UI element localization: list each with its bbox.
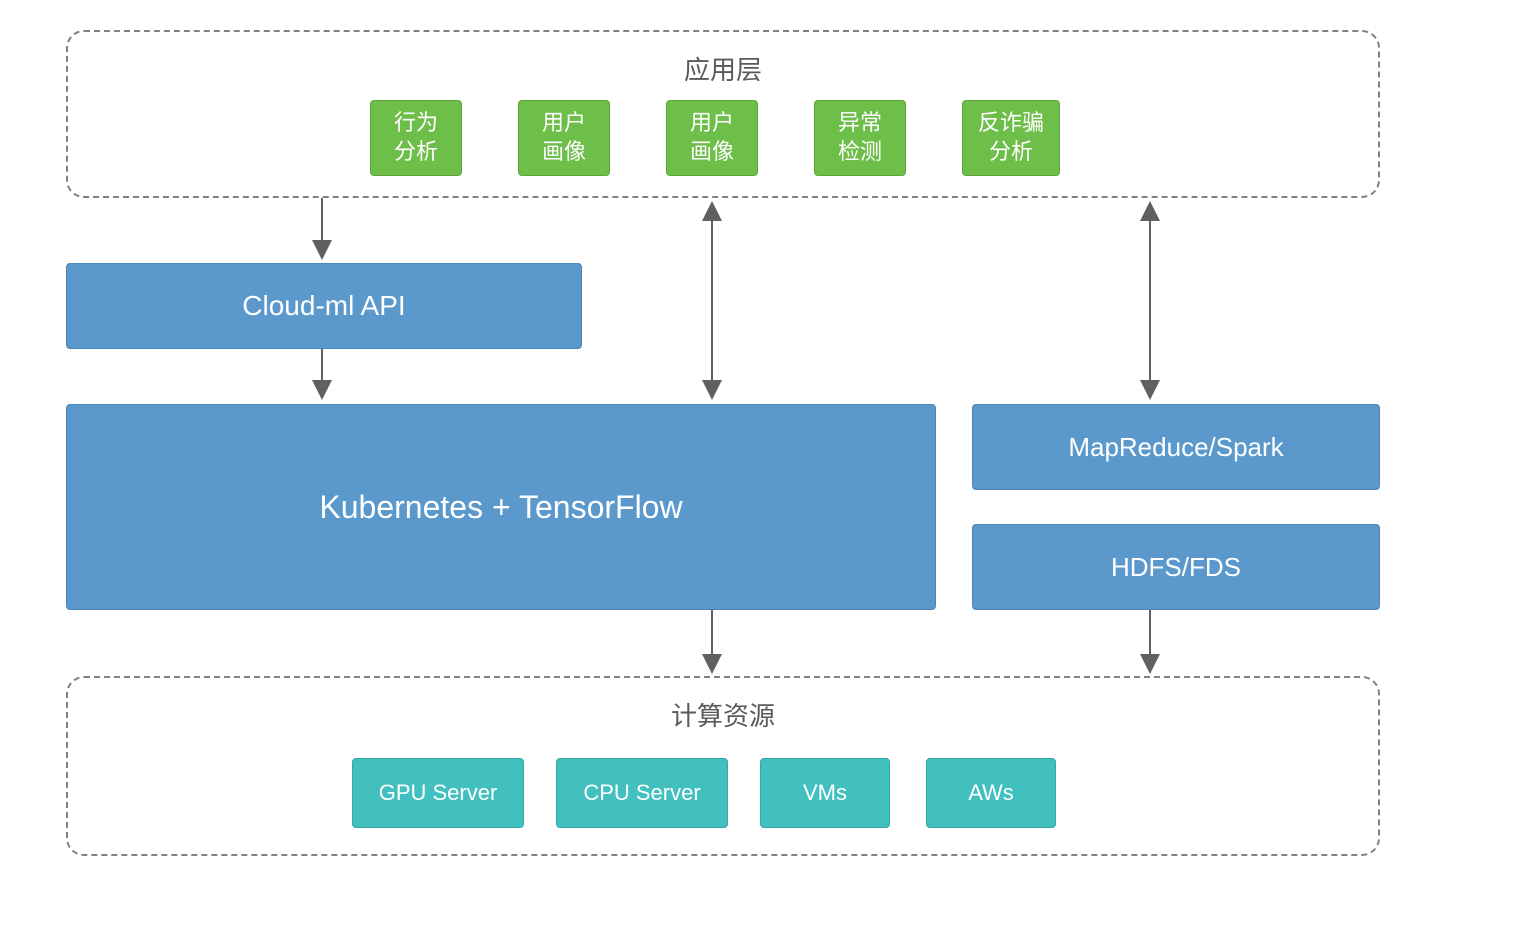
kubernetes-tensorflow-box: Kubernetes + TensorFlow — [66, 404, 936, 610]
app-item-behavior-analysis: 行为 分析 — [370, 100, 462, 176]
hdfs-fds-box: HDFS/FDS — [972, 524, 1380, 610]
app-item-user-profile-2: 用户 画像 — [666, 100, 758, 176]
app-item-fraud-analysis: 反诈骗 分析 — [962, 100, 1060, 176]
compute-item-cpu-server: CPU Server — [556, 758, 728, 828]
compute-item-aws: AWs — [926, 758, 1056, 828]
compute-item-gpu-server: GPU Server — [352, 758, 524, 828]
cloud-ml-api-box: Cloud-ml API — [66, 263, 582, 349]
compute-layer-title: 计算资源 — [68, 696, 1378, 733]
app-item-user-profile-1: 用户 画像 — [518, 100, 610, 176]
compute-item-vms: VMs — [760, 758, 890, 828]
mapreduce-spark-box: MapReduce/Spark — [972, 404, 1380, 490]
app-layer-title: 应用层 — [68, 50, 1378, 87]
app-item-anomaly-detection: 异常 检测 — [814, 100, 906, 176]
architecture-diagram: 应用层 行为 分析 用户 画像 用户 画像 异常 检测 反诈骗 分析 Cloud… — [0, 0, 1524, 950]
